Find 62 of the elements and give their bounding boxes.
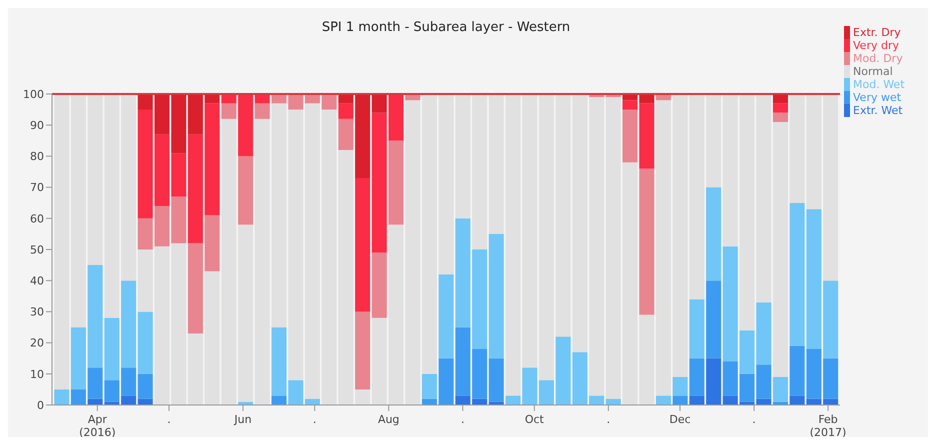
bar <box>488 358 504 402</box>
bar <box>656 396 671 405</box>
bar <box>639 168 654 315</box>
y-tick-label: 80 <box>30 150 44 164</box>
y-tick-label: 100 <box>23 88 44 101</box>
bar <box>338 103 354 119</box>
bar <box>355 178 370 312</box>
bar <box>438 274 454 358</box>
x-tick-label: Dec <box>669 413 691 426</box>
legend-label: Very wet <box>853 91 902 104</box>
bar <box>54 94 70 390</box>
y-tick-label: 30 <box>30 306 44 319</box>
bar <box>772 112 788 122</box>
legend-label: Extr. Wet <box>853 104 903 117</box>
x-tick-label: . <box>606 413 610 426</box>
y-tick-label: 60 <box>30 212 44 226</box>
legend-label: Normal <box>853 65 893 78</box>
bar <box>689 299 704 358</box>
y-tick-label: 50 <box>30 243 44 256</box>
y-tick-label: 20 <box>30 336 44 350</box>
y-tick-label: 70 <box>30 181 44 194</box>
bar <box>271 396 287 405</box>
y-tick-label: 90 <box>30 119 44 132</box>
bar <box>790 202 805 346</box>
bar <box>372 252 387 318</box>
x-tick-label: . <box>460 413 464 426</box>
bar <box>772 377 788 402</box>
legend-label: Mod. Wet <box>853 78 905 91</box>
bar <box>706 280 722 358</box>
bar <box>672 396 688 405</box>
bar <box>790 346 805 396</box>
y-tick-label: 40 <box>30 274 44 288</box>
bar <box>689 358 704 396</box>
x-tick-label: Aug <box>378 413 400 426</box>
bar <box>388 140 404 225</box>
legend-label: Mod. Dry <box>853 52 903 65</box>
x-tick-label: Jun <box>233 413 252 426</box>
y-tick-label: 0 <box>37 398 44 412</box>
bar <box>138 312 153 374</box>
bar <box>622 110 638 162</box>
bar <box>706 187 722 281</box>
bar <box>672 377 688 396</box>
bar <box>422 374 437 399</box>
x-tick-label: . <box>167 413 171 426</box>
bar <box>54 389 70 405</box>
bar <box>138 374 153 399</box>
legend-label: Very dry <box>853 39 899 52</box>
bar <box>772 103 788 113</box>
bar <box>338 118 354 150</box>
bar <box>488 234 504 358</box>
chart-title: SPI 1 month - Subarea layer - Western <box>320 20 572 35</box>
bar <box>355 312 370 390</box>
y-tick-label: 10 <box>30 368 44 381</box>
bar <box>221 103 236 119</box>
x-tick-label: . <box>312 413 316 426</box>
bar <box>254 103 270 119</box>
legend-label: Extr. Dry <box>853 26 901 39</box>
x-tick-label: Oct <box>524 413 545 426</box>
bar <box>790 396 805 405</box>
bar <box>238 156 254 225</box>
x-tick-label: . <box>752 413 756 426</box>
bar <box>372 94 387 113</box>
